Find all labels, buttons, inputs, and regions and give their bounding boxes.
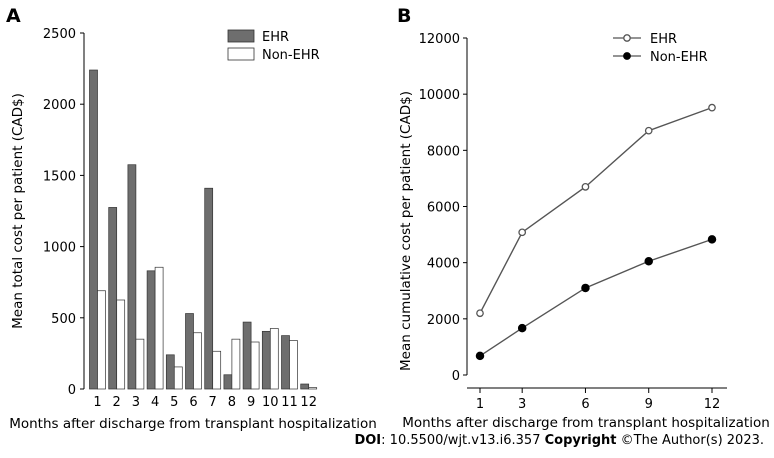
data-point-ehr [581,182,590,191]
legend-swatch-non-ehr [227,47,255,61]
panel-a-y-axis-title: Mean total cost per patient (CAD$) [10,93,26,329]
doi-label: DOI [354,433,382,448]
doi-value: : 10.5500/wjt.v13.i6.357 [381,433,545,448]
y-tick-label: 2500 [43,27,76,42]
y-tick-label: 0 [452,369,460,384]
panel-b-chart: B 0 2000 4000 6000 8000 10000 12000 1 3 6 9 12 Mea… [397,5,770,431]
bar-non-ehr [212,350,222,390]
panel-a-x-axis-title: Months after discharge from transplant h… [9,416,377,432]
y-tick-label: 8000 [427,144,460,159]
y-tick-label: 2000 [427,313,460,328]
panel-b-letter: B [397,5,411,27]
y-tick-label: 12000 [419,32,460,47]
x-tick-label: 9 [247,395,255,410]
bar-non-ehr [173,366,183,390]
y-tick-label: 0 [68,383,76,398]
bar-non-ehr [308,387,318,390]
bar-ehr [185,313,194,390]
y-tick-label: 1000 [43,241,76,256]
y-tick-label: 500 [51,312,76,327]
bar-ehr [261,330,271,390]
legend-marker-ehr [623,34,631,42]
data-point-ehr [518,228,527,237]
bar-ehr [127,164,137,390]
bar-ehr [242,321,252,390]
data-point-ehr [708,103,716,112]
y-tick-label: 1500 [43,169,76,184]
bar-ehr [300,383,310,390]
bar-ehr [165,354,175,390]
x-tick-label: 3 [132,395,140,410]
x-tick-label: 2 [113,395,121,410]
bar-ehr [146,270,156,390]
bar-ehr [281,335,290,390]
data-point-non-ehr [475,351,485,361]
bar-non-ehr [289,340,298,390]
x-tick-label: 3 [518,397,526,412]
legend-label-non-ehr: Non-EHR [262,48,320,63]
data-point-non-ehr [644,257,653,266]
x-tick-label: 10 [262,395,279,410]
bar-non-ehr [269,328,279,390]
bar-non-ehr [135,338,145,390]
y-tick-label: 2000 [43,98,76,113]
series-line-ehr [479,106,713,314]
y-tick-label: 4000 [427,257,460,272]
copyright-label: Copyright [544,433,617,448]
x-tick-label: 5 [170,395,178,410]
panel-b-x-axis-title: Months after discharge from transplant h… [402,415,770,431]
bar-ehr [89,69,98,390]
x-tick-label: 7 [209,395,217,410]
x-tick-label: 12 [704,397,721,412]
x-tick-label: 1 [93,395,101,410]
data-point-ehr [476,309,484,318]
data-point-non-ehr [707,235,717,244]
x-tick-label: 1 [476,397,484,412]
legend-swatch-ehr [227,29,255,43]
bar-non-ehr [97,290,106,390]
x-tick-label: 11 [281,395,298,410]
bar-non-ehr [154,266,164,390]
x-tick-label: 4 [151,395,159,410]
bar-ehr [108,207,118,390]
panel-a-legend: EHR Non-EHR [227,29,320,63]
doi-credit-line: DOI: 10.5500/wjt.v13.i6.357 Copyright ©T… [354,433,764,448]
bar-ehr [223,374,233,390]
panel-b-legend: EHR Non-EHR [613,32,708,65]
x-tick-label: 9 [645,397,653,412]
y-tick-label: 10000 [419,88,460,103]
x-tick-label: 6 [189,395,197,410]
x-tick-label: 12 [300,395,317,410]
legend-label-ehr: EHR [262,30,289,45]
data-point-non-ehr [581,283,590,293]
legend-marker-non-ehr [623,52,631,60]
bar-non-ehr [231,338,241,390]
data-point-ehr [644,126,653,135]
panel-a-letter: A [6,5,21,27]
panel-b-y-axis-title: Mean cumulative cost per patient (CAD$) [398,91,414,371]
bar-ehr [204,187,214,390]
x-tick-label: 8 [228,395,236,410]
data-point-non-ehr [517,323,527,333]
series-line-non-ehr [479,238,713,357]
legend-label-ehr: EHR [650,32,677,47]
legend-label-non-ehr: Non-EHR [650,50,708,65]
copyright-text: ©The Author(s) 2023. [616,433,764,448]
bar-non-ehr [250,341,260,390]
bar-non-ehr [193,332,202,390]
y-tick-label: 6000 [427,201,460,216]
bar-non-ehr [116,299,126,390]
x-tick-label: 6 [581,397,589,412]
